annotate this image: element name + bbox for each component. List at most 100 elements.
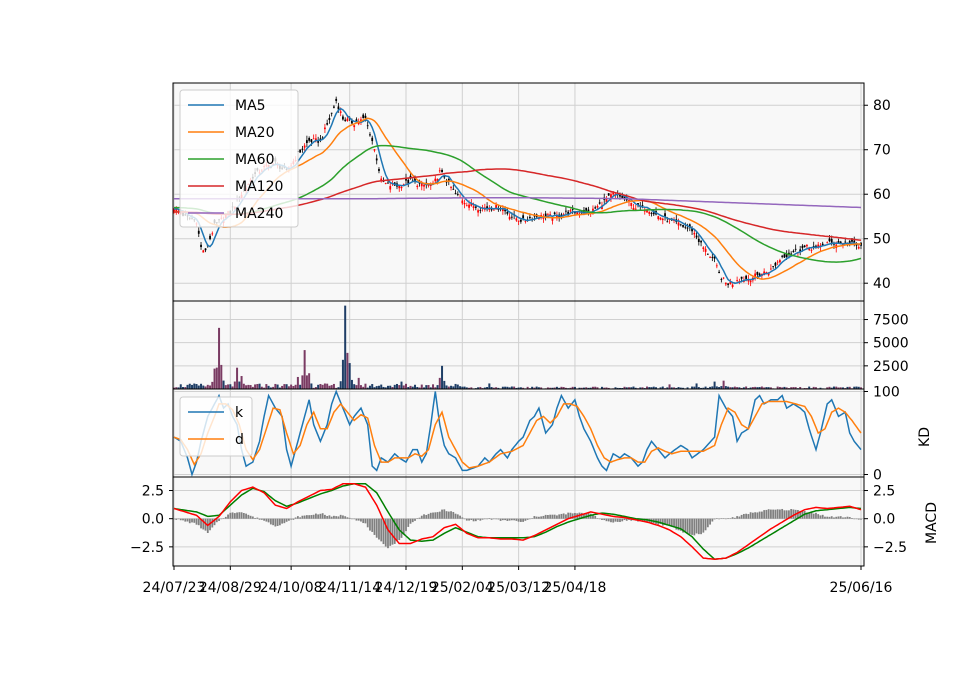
- macd-hist-bar: [693, 518, 696, 536]
- candle-body: [830, 239, 833, 243]
- x-tick-label: 24/08/29: [199, 580, 262, 596]
- candle-body: [355, 119, 358, 122]
- candle-body: [857, 247, 860, 249]
- candle-body: [312, 138, 315, 140]
- volume-bar: [411, 386, 414, 389]
- volume-bar: [722, 380, 725, 389]
- macd-hist-bar: [292, 518, 295, 520]
- candle-body: [436, 178, 439, 182]
- chart-panels: 40 50 60 70 80 MA5 MA20 MA60 MA120 MA240 2500 5000 7…: [130, 82, 940, 596]
- candle-body: [745, 275, 748, 279]
- macd-hist-bar: [641, 518, 644, 522]
- macd-hist-bar: [472, 518, 475, 522]
- candle-body: [553, 212, 556, 214]
- volume-bar: [564, 387, 567, 389]
- volume-bar: [555, 386, 558, 389]
- macd-hist-bar: [700, 518, 702, 535]
- volume-bar: [841, 387, 844, 389]
- macd-hist-bar: [808, 512, 811, 519]
- volume-bar: [826, 387, 829, 389]
- macd-hist-bar: [231, 512, 234, 519]
- volume-bar: [405, 383, 408, 389]
- volume-bar: [668, 384, 671, 389]
- macd-hist-bar: [177, 518, 180, 520]
- macd-hist-bar: [305, 515, 308, 519]
- candle-body: [551, 218, 554, 221]
- macd-hist-bar: [540, 516, 543, 519]
- candle-body: [772, 266, 775, 267]
- macd-hist-bar: [733, 517, 736, 519]
- y-tick-label: 0: [873, 468, 882, 484]
- candle-body: [326, 123, 329, 125]
- volume-bar: [781, 387, 784, 389]
- candle-body: [828, 238, 831, 242]
- price-legend: MA5 MA20 MA60 MA120 MA240: [179, 89, 299, 228]
- macd-hist-bar: [470, 518, 473, 520]
- volume-bar: [357, 377, 360, 389]
- volume-bar: [837, 387, 840, 389]
- macd-hist-bar: [720, 518, 723, 519]
- candle-body: [837, 240, 840, 244]
- candle-body: [776, 261, 779, 263]
- macd-hist-bar: [558, 514, 561, 519]
- macd-hist-bar: [193, 518, 196, 523]
- volume-bar: [400, 381, 403, 389]
- candle-body: [621, 195, 624, 199]
- volume-bar: [314, 387, 317, 389]
- macd-hist-bar: [589, 513, 592, 519]
- y-tick-label: 0.0: [142, 512, 164, 528]
- candle-body: [848, 240, 851, 243]
- volume-bar: [585, 387, 588, 389]
- volume-bar: [186, 384, 189, 389]
- y-tick-label: 100: [873, 384, 900, 400]
- candle-body: [607, 193, 610, 196]
- volume-bar: [769, 387, 772, 389]
- volume-bar: [285, 384, 288, 389]
- volume-bar: [310, 383, 313, 389]
- macd-hist-bar: [567, 512, 570, 519]
- macd-hist-bar: [303, 515, 306, 519]
- volume-bar: [814, 387, 817, 389]
- macd-hist-bar: [704, 518, 707, 531]
- volume-bar: [301, 375, 304, 389]
- volume-bar: [808, 386, 811, 389]
- macd-hist-bar: [853, 518, 856, 520]
- candle-body: [387, 182, 389, 184]
- candle-body: [490, 209, 493, 211]
- macd-hist-bar: [375, 518, 378, 538]
- volume-panel: 2500 5000 7500: [172, 300, 909, 390]
- macd-hist-bar: [434, 512, 437, 519]
- candle-body: [353, 125, 356, 128]
- candle-body: [657, 216, 660, 220]
- volume-bar: [215, 367, 218, 389]
- candle-body: [537, 218, 540, 220]
- candle-body: [661, 218, 664, 221]
- macd-hist-bar: [574, 512, 576, 519]
- candle-body: [803, 245, 806, 247]
- volume-bar: [501, 386, 504, 389]
- candle-body: [346, 118, 349, 121]
- volume-bar: [218, 327, 221, 389]
- macd-hist-bar: [569, 512, 572, 519]
- volume-bar: [443, 380, 446, 389]
- volume-bar: [537, 387, 540, 389]
- candle-body: [713, 256, 716, 259]
- macd-hist-bar: [598, 518, 601, 520]
- macd-hist-bar: [695, 518, 698, 534]
- macd-hist-bar: [776, 509, 779, 519]
- macd-hist-bar: [236, 512, 238, 519]
- macd-hist-bar: [247, 514, 250, 519]
- volume-bar: [711, 386, 714, 389]
- macd-hist-bar: [571, 513, 574, 519]
- macd-hist-bar: [731, 517, 734, 519]
- volume-bar: [785, 387, 788, 389]
- candle-body: [585, 207, 588, 211]
- volume-bar: [450, 385, 453, 389]
- candle-body: [781, 255, 784, 257]
- macd-hist-bar: [486, 518, 488, 520]
- macd-hist-bar: [364, 518, 367, 524]
- volume-bar: [224, 385, 227, 389]
- volume-bar: [754, 386, 757, 389]
- candle-body: [648, 211, 651, 214]
- candle-body: [610, 194, 612, 198]
